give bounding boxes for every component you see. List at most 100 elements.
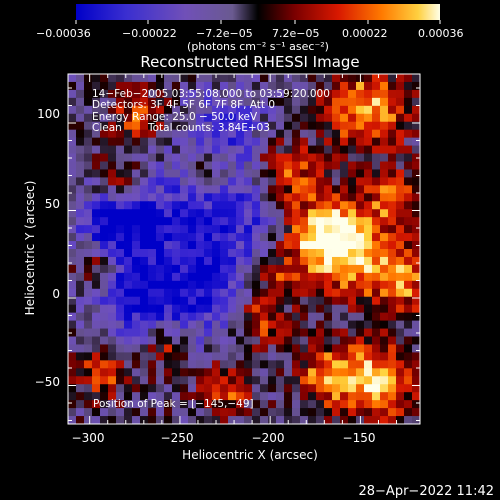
image-pixel: [116, 137, 125, 147]
image-pixel: [364, 416, 373, 424]
image-pixel: [220, 352, 229, 361]
image-pixel: [140, 328, 149, 338]
image-pixel: [324, 400, 333, 409]
image-pixel: [324, 74, 333, 83]
image-pixel: [244, 264, 253, 274]
image-pixel: [356, 177, 365, 186]
image-pixel: [220, 368, 229, 377]
image-pixel: [148, 129, 157, 139]
image-pixel: [116, 209, 125, 218]
image-pixel: [380, 233, 389, 242]
image-pixel: [92, 74, 101, 83]
image-pixel: [268, 241, 277, 250]
image-pixel: [404, 376, 413, 385]
image-pixel: [284, 241, 293, 250]
image-pixel: [348, 225, 357, 234]
image-pixel: [204, 280, 213, 290]
image-pixel: [276, 81, 285, 91]
image-pixel: [276, 320, 285, 330]
image-pixel: [164, 360, 173, 369]
image-pixel: [356, 97, 365, 107]
image-pixel: [108, 137, 117, 147]
image-pixel: [340, 193, 349, 202]
image-pixel: [276, 113, 285, 123]
image-pixel: [356, 89, 365, 99]
image-pixel: [364, 256, 373, 266]
image-pixel: [220, 296, 229, 306]
image-pixel: [228, 81, 237, 91]
image-pixel: [364, 249, 373, 258]
image-pixel: [292, 145, 301, 155]
image-pixel: [308, 177, 317, 186]
image-pixel: [164, 209, 173, 218]
image-pixel: [404, 400, 413, 409]
image-pixel: [132, 344, 141, 353]
image-pixel: [252, 233, 261, 242]
image-pixel: [132, 249, 141, 258]
image-pixel: [236, 320, 245, 330]
image-pixel: [324, 225, 333, 234]
image-pixel: [204, 169, 213, 178]
image-pixel: [348, 392, 357, 401]
image-pixel: [124, 185, 133, 194]
image-pixel: [324, 137, 333, 147]
image-pixel: [172, 304, 181, 314]
image-pixel: [132, 352, 141, 361]
image-pixel: [140, 312, 149, 322]
image-pixel: [340, 209, 349, 218]
image-pixel: [212, 193, 221, 202]
image-pixel: [172, 193, 181, 202]
image-pixel: [348, 217, 357, 226]
image-pixel: [140, 105, 149, 115]
image-pixel: [212, 320, 221, 330]
image-pixel: [156, 137, 165, 147]
image-pixel: [380, 320, 389, 330]
image-pixel: [148, 185, 157, 194]
image-pixel: [332, 137, 341, 147]
image-pixel: [116, 328, 125, 338]
image-pixel: [188, 153, 197, 163]
image-pixel: [116, 129, 125, 139]
image-pixel: [388, 89, 397, 99]
image-pixel: [412, 81, 420, 91]
image-pixel: [76, 296, 85, 306]
image-pixel: [316, 352, 325, 361]
image-pixel: [252, 360, 261, 369]
image-pixel: [148, 368, 157, 377]
image-pixel: [212, 129, 221, 139]
image-pixel: [252, 185, 261, 194]
image-pixel: [140, 89, 149, 99]
image-pixel: [164, 384, 173, 393]
image-pixel: [212, 264, 221, 274]
image-pixel: [364, 272, 373, 282]
image-pixel: [324, 320, 333, 330]
image-pixel: [268, 201, 277, 210]
image-pixel: [164, 400, 173, 409]
image-pixel: [260, 241, 269, 250]
image-pixel: [148, 81, 157, 91]
image-pixel: [332, 360, 341, 369]
image-pixel: [92, 185, 101, 194]
image-pixel: [372, 249, 381, 258]
image-pixel: [324, 280, 333, 290]
image-pixel: [404, 81, 413, 91]
image-pixel: [236, 209, 245, 218]
image-pixel: [380, 81, 389, 91]
image-pixel: [164, 272, 173, 282]
image-pixel: [164, 74, 173, 83]
image-pixel: [364, 153, 373, 163]
image-pixel: [308, 304, 317, 314]
image-pixel: [404, 209, 413, 218]
image-pixel: [396, 97, 405, 107]
image-pixel: [348, 209, 357, 218]
image-pixel: [388, 400, 397, 409]
image-pixel: [356, 81, 365, 91]
image-pixel: [388, 113, 397, 123]
image-pixel: [348, 185, 357, 194]
image-pixel: [220, 129, 229, 139]
image-pixel: [404, 288, 413, 298]
image-pixel: [284, 249, 293, 258]
image-pixel: [164, 89, 173, 99]
image-pixel: [348, 201, 357, 210]
image-pixel: [412, 336, 420, 346]
